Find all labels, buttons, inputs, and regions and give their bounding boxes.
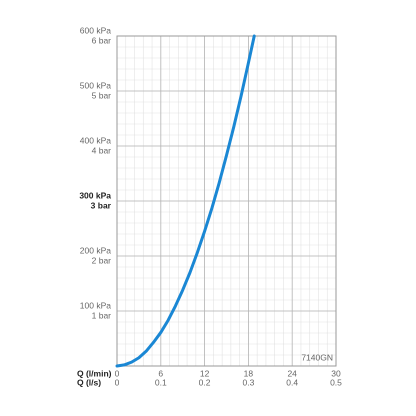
x-tick-label: 0 <box>115 368 120 378</box>
x2-tick-label: 0.1 <box>155 377 167 387</box>
y-tick-label: 200 kPa <box>80 245 111 255</box>
y2-tick-label: 3 bar <box>91 200 112 210</box>
x2-tick-label: 0.2 <box>199 377 211 387</box>
x2-tick-label: 0.3 <box>242 377 254 387</box>
y2-tick-label: 2 bar <box>92 255 112 265</box>
y-tick-label: 300 kPa <box>79 190 111 200</box>
y-tick-label: 600 kPa <box>80 25 111 35</box>
x-tick-label: 12 <box>200 368 210 378</box>
model-annotation: 7140GN <box>301 352 333 362</box>
x2-tick-label: 0 <box>115 377 120 387</box>
x-tick-label: 18 <box>244 368 254 378</box>
x-tick-label: 30 <box>331 368 341 378</box>
y-tick-label: 100 kPa <box>80 300 111 310</box>
x2-axis-label: Q (l/s) <box>77 377 101 387</box>
x-axis-label: Q (l/min) <box>77 368 112 378</box>
plot-border <box>116 35 337 367</box>
flow-curve <box>115 34 256 368</box>
y2-tick-label: 4 bar <box>92 145 112 155</box>
x-tick-label: 6 <box>158 368 163 378</box>
x-tick-label: 24 <box>287 368 297 378</box>
y-tick-label: 400 kPa <box>80 135 111 145</box>
y2-tick-label: 1 bar <box>92 310 112 320</box>
grid <box>116 35 337 367</box>
y2-tick-label: 5 bar <box>92 90 112 100</box>
y2-tick-label: 6 bar <box>92 35 112 45</box>
x2-tick-label: 0.4 <box>286 377 298 387</box>
x2-tick-label: 0.5 <box>330 377 342 387</box>
y-tick-label: 500 kPa <box>80 80 111 90</box>
